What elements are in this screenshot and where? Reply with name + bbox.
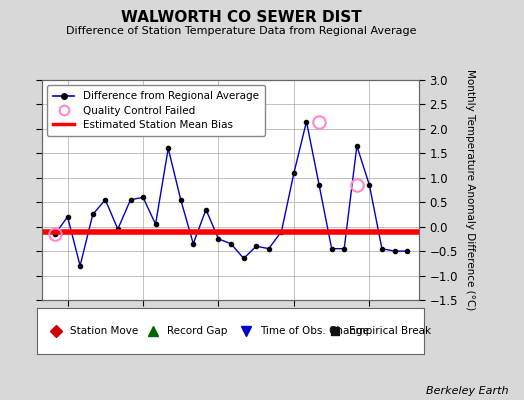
Y-axis label: Monthly Temperature Anomaly Difference (°C): Monthly Temperature Anomaly Difference (…	[465, 69, 475, 311]
Text: Berkeley Earth: Berkeley Earth	[426, 386, 508, 396]
Text: Difference of Station Temperature Data from Regional Average: Difference of Station Temperature Data f…	[66, 26, 416, 36]
Legend: Difference from Regional Average, Quality Control Failed, Estimated Station Mean: Difference from Regional Average, Qualit…	[47, 85, 265, 136]
Text: Record Gap: Record Gap	[167, 326, 227, 336]
Text: Station Move: Station Move	[70, 326, 138, 336]
Text: Empirical Break: Empirical Break	[349, 326, 431, 336]
Text: Time of Obs. Change: Time of Obs. Change	[260, 326, 369, 336]
Text: WALWORTH CO SEWER DIST: WALWORTH CO SEWER DIST	[121, 10, 362, 25]
